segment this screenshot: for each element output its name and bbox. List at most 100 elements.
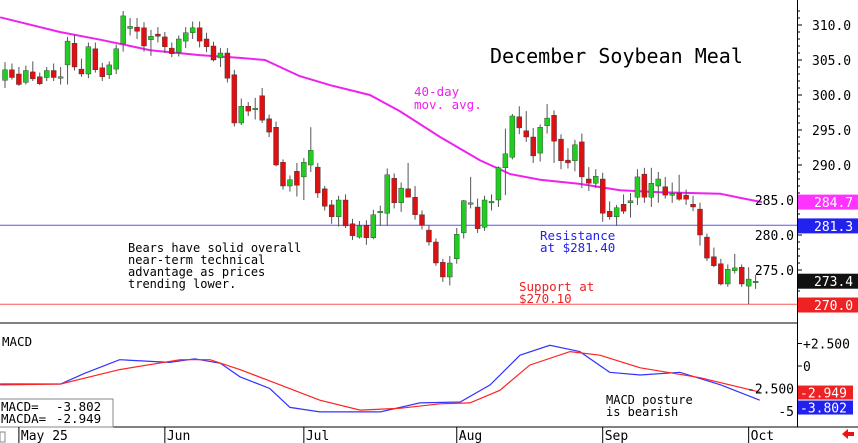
candle-body-down bbox=[328, 204, 335, 217]
scroll-right-arrow-icon[interactable] bbox=[842, 429, 854, 439]
candle bbox=[349, 218, 356, 240]
candle bbox=[44, 67, 50, 81]
candle-body-down bbox=[294, 171, 300, 186]
candle-body-up bbox=[593, 175, 599, 184]
candle-body-up bbox=[454, 234, 460, 260]
candle bbox=[739, 264, 745, 287]
candle bbox=[377, 205, 383, 226]
price-box-label: 284.7 bbox=[814, 196, 853, 211]
x-tick-label: Aug bbox=[459, 429, 482, 443]
candle bbox=[391, 173, 397, 209]
candle-body-down bbox=[690, 203, 696, 208]
candle-body-down bbox=[391, 178, 397, 204]
candle-body-down bbox=[322, 188, 328, 207]
candle bbox=[502, 128, 509, 196]
candle bbox=[474, 198, 481, 233]
support-label-2: $270.10 bbox=[519, 291, 572, 306]
candle bbox=[627, 193, 634, 218]
candle bbox=[342, 194, 349, 228]
candle bbox=[467, 176, 474, 209]
candle-body-down bbox=[565, 159, 571, 164]
candle-body-up bbox=[509, 115, 516, 158]
candle-body-down bbox=[155, 33, 161, 37]
candle bbox=[745, 267, 752, 305]
macd-readout-value: -3.802 bbox=[56, 399, 101, 414]
scroll-left-box[interactable] bbox=[0, 431, 6, 443]
candle-body-down bbox=[606, 210, 613, 217]
candle bbox=[572, 139, 578, 172]
candle-body-up bbox=[238, 105, 245, 124]
candle-body-up bbox=[377, 210, 383, 213]
candle-body-up bbox=[64, 40, 71, 66]
macd-tick-label: 0 bbox=[803, 360, 811, 375]
candle-body-down bbox=[711, 256, 717, 267]
candle bbox=[356, 221, 363, 239]
candle bbox=[461, 200, 467, 239]
note-line-2: near-term technical bbox=[128, 253, 265, 267]
candle bbox=[85, 42, 92, 79]
candle bbox=[523, 111, 529, 142]
y-tick-label: 310.0 bbox=[812, 19, 851, 34]
candle-body-down bbox=[196, 27, 203, 42]
price-box-label: 270.0 bbox=[814, 299, 853, 314]
candle bbox=[92, 42, 99, 73]
candle bbox=[294, 162, 300, 197]
candle-body-down bbox=[16, 73, 22, 85]
candle bbox=[704, 233, 710, 261]
macd-box-bg bbox=[798, 400, 853, 415]
candle-body-down bbox=[620, 203, 627, 212]
candle bbox=[419, 210, 425, 230]
y-tick-label: 285.0 bbox=[755, 194, 794, 209]
candle bbox=[558, 134, 564, 170]
price-box-label: 281.3 bbox=[814, 220, 853, 235]
candle bbox=[683, 189, 689, 205]
candle-body-up bbox=[398, 187, 404, 204]
candle-body-down bbox=[551, 115, 557, 142]
candle bbox=[655, 172, 661, 203]
candle bbox=[57, 67, 64, 85]
x-tick-label: Oct bbox=[751, 429, 774, 443]
candle bbox=[78, 58, 85, 77]
candle-body-down bbox=[224, 52, 231, 79]
x-tick-label: Jul bbox=[306, 429, 329, 443]
candle-body-up bbox=[370, 214, 377, 238]
candle bbox=[9, 63, 15, 80]
candle bbox=[252, 97, 258, 120]
candle bbox=[488, 194, 495, 211]
candle-body-up bbox=[127, 26, 133, 29]
candle-body-down bbox=[426, 229, 432, 243]
candle-body-down bbox=[530, 136, 536, 157]
candle-body-down bbox=[405, 188, 411, 198]
candle-body-up bbox=[627, 200, 634, 203]
candle-body-down bbox=[697, 208, 703, 236]
resistance-label-1: Resistance bbox=[540, 228, 615, 243]
macd-line bbox=[0, 344, 760, 413]
candle bbox=[127, 18, 133, 36]
candle bbox=[752, 274, 759, 289]
y-tick-label: 300.0 bbox=[812, 89, 851, 104]
candle-body-up bbox=[467, 202, 474, 205]
candle bbox=[669, 182, 675, 203]
candle-body-down bbox=[349, 223, 356, 236]
candle bbox=[384, 168, 390, 226]
candle-body-down bbox=[516, 116, 522, 129]
candle-body-up bbox=[613, 207, 620, 217]
candle-body-down bbox=[141, 27, 147, 47]
candle-body-up bbox=[113, 48, 119, 70]
candle-body-down bbox=[440, 262, 446, 278]
candle bbox=[544, 104, 550, 134]
price-box-bg bbox=[798, 194, 858, 210]
candle bbox=[231, 69, 238, 127]
candle-body-up bbox=[287, 179, 293, 187]
candle bbox=[176, 35, 182, 57]
candle-body-down bbox=[78, 68, 85, 75]
candle bbox=[141, 22, 147, 52]
candle bbox=[634, 169, 641, 205]
candle-body-down bbox=[523, 130, 529, 138]
candle bbox=[718, 258, 724, 286]
candle-body-up bbox=[148, 36, 154, 40]
candle bbox=[37, 72, 43, 86]
candle bbox=[238, 98, 245, 126]
support-label-1: Support at bbox=[519, 279, 594, 294]
candle-body-down bbox=[50, 70, 57, 78]
